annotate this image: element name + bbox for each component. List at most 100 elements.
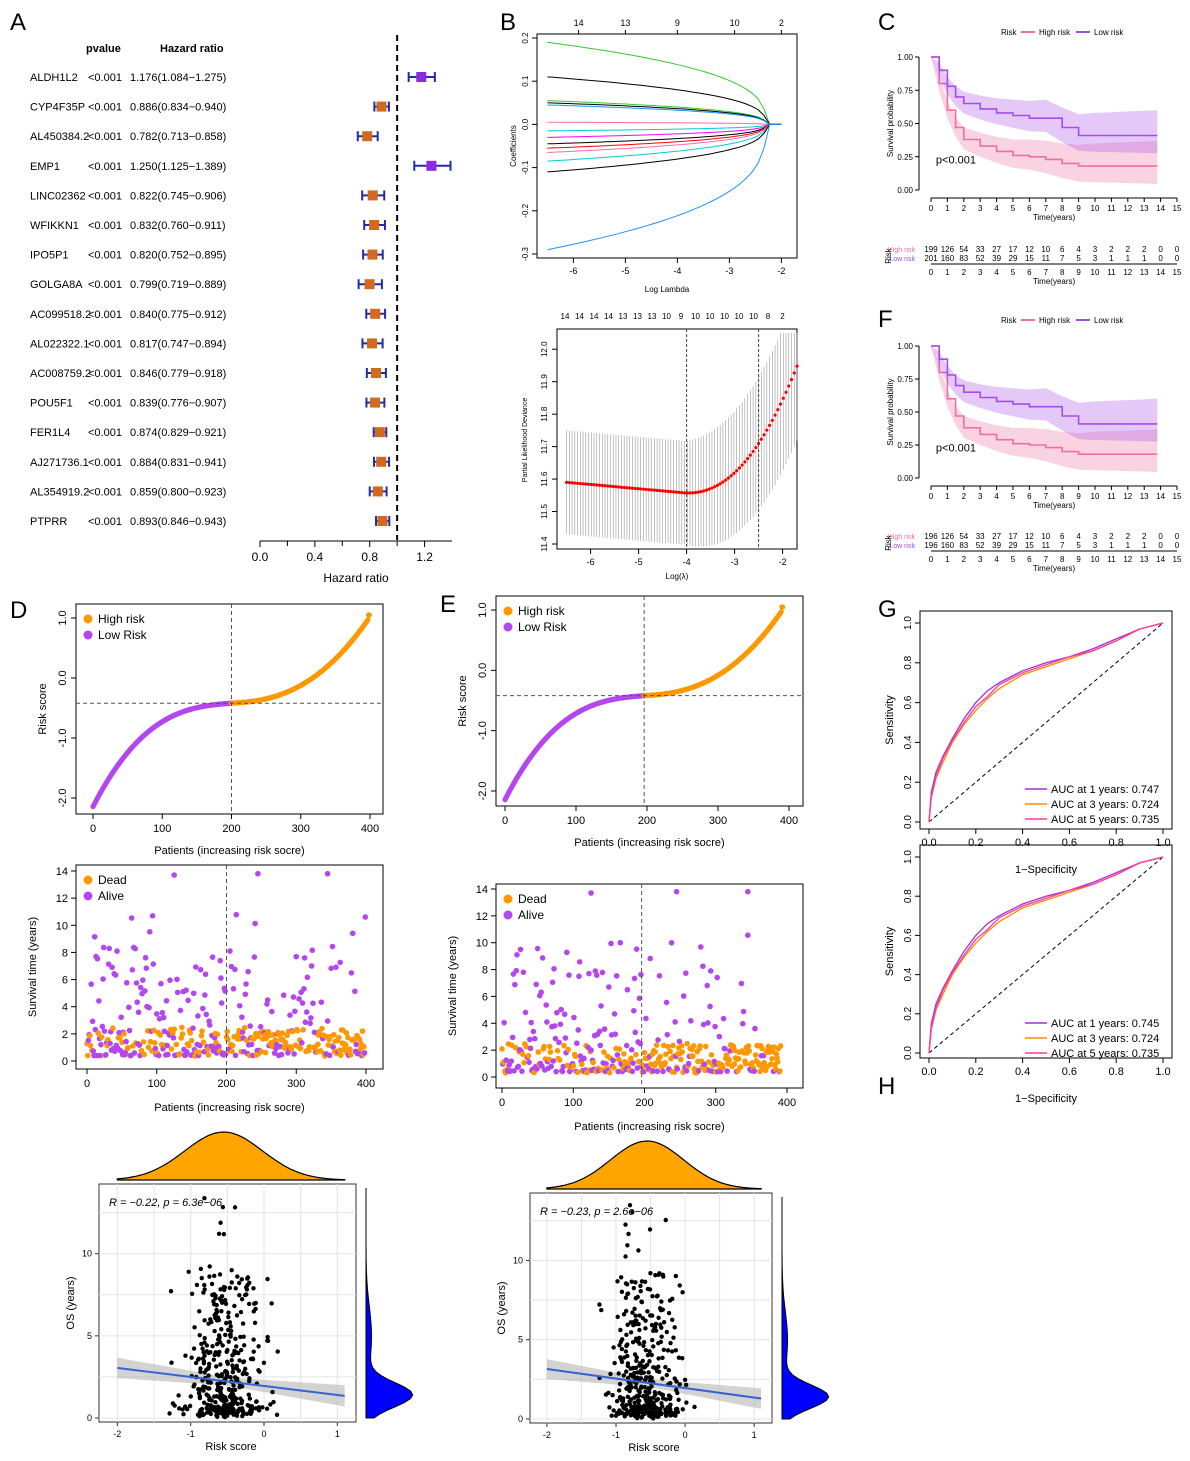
survival-frame [495, 883, 804, 1089]
corr-point [648, 1403, 653, 1408]
survival-point [176, 1051, 183, 1057]
corr-point [644, 1375, 649, 1381]
km-x-tick-label: 9 [1076, 204, 1081, 213]
km-y-tick-label: 0.75 [897, 375, 913, 384]
corr-point [228, 1332, 233, 1337]
survival-point [655, 1037, 661, 1043]
cv-point [715, 483, 720, 487]
corr-point [249, 1409, 254, 1415]
cv-point [617, 485, 621, 489]
corr-point [676, 1397, 681, 1403]
survival-point [670, 1042, 676, 1049]
survival-y-tick-label: 8 [62, 947, 68, 959]
roc-diagonal [928, 622, 1164, 823]
cv-point [789, 378, 794, 382]
km-y-tick-label: 0.75 [897, 86, 913, 95]
corr-point [226, 1310, 231, 1315]
survival-point [704, 982, 710, 989]
corr-point [649, 1384, 654, 1389]
survival-point [501, 1019, 507, 1026]
roc-x-tick-label: 0.8 [1109, 1066, 1124, 1078]
corr-point [217, 1349, 222, 1355]
survival-point [97, 1052, 104, 1059]
corr-point [656, 1356, 661, 1361]
corr-point [637, 1335, 642, 1341]
risk-table-count: 3 [1093, 532, 1098, 541]
survival-y-tick-label: 0 [482, 1072, 488, 1084]
survival-point [262, 1049, 269, 1056]
corr-point [227, 1285, 233, 1291]
cv-point [619, 485, 624, 489]
cv-point [639, 487, 643, 491]
survival-y-tick-label: 4 [482, 1018, 488, 1030]
survival-point [525, 1052, 532, 1059]
survival-point [308, 1015, 314, 1021]
corr-point [633, 1408, 638, 1413]
risk-table-x-axis-label: Time(years) [1033, 277, 1076, 286]
survival-point [588, 890, 594, 896]
lasso-coefficient-path [547, 123, 782, 145]
corr-point [206, 1366, 211, 1371]
corr-point [619, 1289, 625, 1295]
survival-x-tick-label: 100 [148, 1078, 166, 1090]
survival-point [362, 914, 369, 920]
survival-point [331, 1031, 337, 1038]
corr-point [241, 1370, 247, 1375]
survival-point [712, 1023, 718, 1030]
survival-point [140, 1039, 147, 1045]
survival-point [556, 1039, 562, 1046]
corr-point [225, 1361, 231, 1366]
survival-point [538, 989, 544, 995]
survival-point [89, 1018, 96, 1025]
survival-x-tick-label: 400 [357, 1078, 375, 1090]
corr-point [223, 1332, 228, 1338]
corr-point [658, 1307, 664, 1313]
forest-gene-label: PTPRR [30, 516, 67, 528]
corr-point [215, 1381, 220, 1387]
risk-table-x-tick-label: 4 [994, 555, 999, 564]
forest-hr-text: 0.832(0.760−0.911) [130, 220, 226, 232]
survival-point [159, 1009, 166, 1016]
km-legend-label-high: High risk [1039, 28, 1071, 37]
corr-point [202, 1282, 207, 1288]
risk-score-point [366, 612, 372, 618]
corr-point [616, 1411, 622, 1416]
legend-label-dead: Dead [98, 873, 127, 887]
forest-gene-label: AC099518.2 [30, 309, 91, 321]
roc-y-tick-label: 1.0 [903, 850, 914, 864]
cv-point [677, 490, 681, 494]
legend-label-dead: Dead [518, 892, 547, 906]
corr-point [616, 1388, 622, 1393]
corr-point [673, 1387, 679, 1393]
corr-point [648, 1406, 654, 1411]
corr-point [234, 1366, 240, 1371]
survival-point [663, 999, 670, 1006]
roc-x-tick-label: 0.8 [1109, 837, 1124, 849]
survival-point [86, 1032, 93, 1039]
corr-point [630, 1339, 636, 1345]
survival-point [740, 1020, 746, 1027]
corr-point [229, 1280, 234, 1285]
roc-x-tick-label: 0.0 [921, 837, 936, 849]
survival-point [187, 1030, 194, 1036]
survival-point [315, 1041, 321, 1048]
corr-point [249, 1404, 255, 1409]
survival-point [528, 1019, 535, 1026]
corr-point [187, 1403, 193, 1409]
survival-point [356, 1036, 363, 1043]
corr-point [636, 1393, 642, 1398]
corr-x-tick-label: 1 [752, 1430, 757, 1440]
corr-point [222, 1297, 228, 1303]
corr-point [617, 1381, 623, 1387]
corr-point [629, 1404, 634, 1409]
corr-point [655, 1414, 660, 1419]
corr-point [202, 1318, 207, 1323]
survival-point [512, 981, 518, 988]
risk-y-tick-label: 0.0 [477, 663, 489, 678]
corr-point [649, 1313, 655, 1318]
cv-y-tick-label: 11.7 [540, 439, 549, 455]
survival-point [90, 1048, 97, 1054]
corr-point [232, 1348, 237, 1354]
km-x-tick-label: 7 [1044, 492, 1049, 501]
forest-point [416, 72, 427, 82]
